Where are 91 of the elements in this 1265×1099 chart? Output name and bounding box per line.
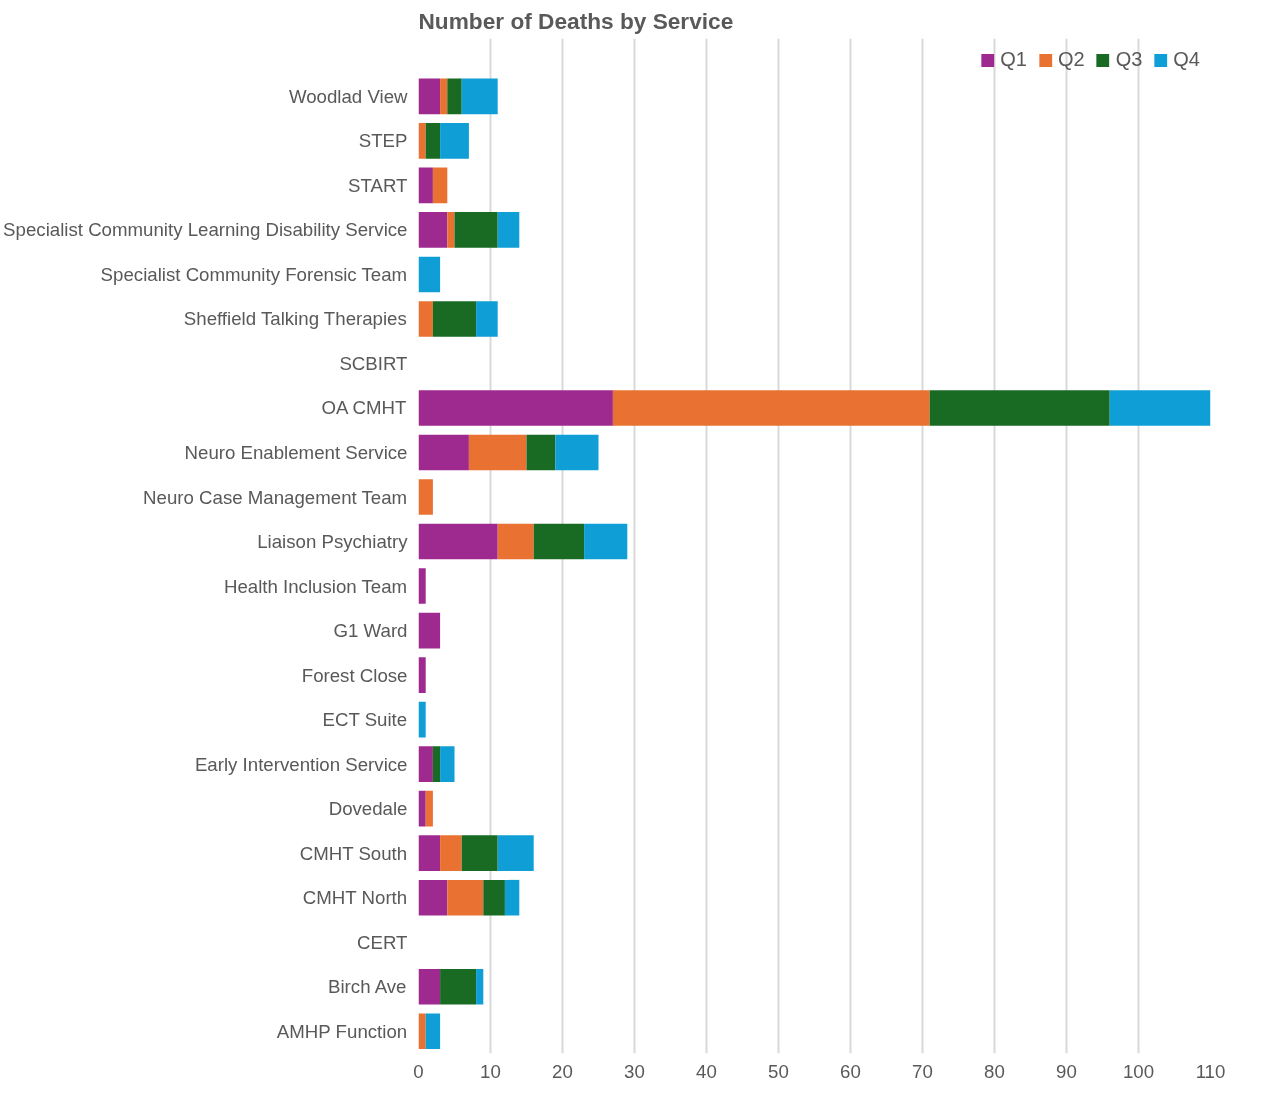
bar bbox=[432, 301, 477, 337]
bar bbox=[461, 835, 498, 871]
bar bbox=[432, 167, 448, 204]
bar bbox=[425, 123, 441, 159]
bar bbox=[1109, 390, 1211, 426]
y-tick-label: G1 Ward bbox=[333, 620, 408, 642]
x-tick-label: 20 bbox=[552, 1060, 573, 1082]
bar bbox=[418, 78, 441, 115]
x-tick-label: 50 bbox=[768, 1060, 789, 1082]
bar bbox=[418, 1013, 426, 1050]
bar bbox=[447, 879, 484, 916]
x-tick-label: 90 bbox=[1056, 1060, 1077, 1082]
bar bbox=[929, 390, 1110, 426]
bar bbox=[476, 301, 498, 337]
y-tick-label: Neuro Case Management Team bbox=[143, 486, 408, 508]
bar bbox=[432, 746, 441, 782]
bar bbox=[418, 434, 469, 471]
bar bbox=[533, 523, 585, 560]
bar bbox=[454, 212, 498, 248]
y-tick-label: CMHT South bbox=[299, 842, 408, 864]
bar bbox=[440, 968, 477, 1005]
bar bbox=[418, 790, 426, 827]
bar bbox=[418, 746, 433, 782]
legend-label: Q1 bbox=[1000, 48, 1027, 71]
y-tick-label: Liaison Psychiatry bbox=[257, 531, 409, 553]
y-tick-label: STEP bbox=[358, 130, 408, 152]
bar bbox=[418, 479, 433, 515]
y-tick-label: START bbox=[348, 174, 408, 196]
bar bbox=[418, 612, 441, 649]
x-tick-label: 110 bbox=[1195, 1060, 1226, 1082]
y-tick-label: Sheffield Talking Therapies bbox=[183, 308, 407, 330]
y-tick-label: Specialist Community Learning Disability Service bbox=[3, 219, 408, 241]
bar bbox=[612, 390, 930, 426]
bar bbox=[476, 968, 484, 1005]
y-tick-label: Health Inclusion Team bbox=[223, 575, 408, 597]
y-tick-label: Dovedale bbox=[328, 798, 408, 820]
x-tick-label: 0 bbox=[413, 1060, 424, 1082]
bar bbox=[504, 879, 520, 916]
y-tick-label: Neuro Enablement Service bbox=[184, 442, 408, 464]
y-tick-label: Early Intervention Service bbox=[194, 753, 408, 775]
x-tick-label: 100 bbox=[1122, 1060, 1155, 1082]
bar bbox=[418, 167, 433, 204]
y-tick-label: CERT bbox=[357, 931, 408, 953]
bar bbox=[418, 701, 426, 738]
y-tick-label: Woodlad View bbox=[288, 85, 409, 107]
bar bbox=[418, 390, 613, 426]
bar bbox=[425, 790, 433, 827]
legend-label: Q3 bbox=[1115, 48, 1143, 71]
bar bbox=[440, 78, 448, 115]
bar bbox=[440, 835, 462, 871]
bar bbox=[418, 523, 498, 560]
bar bbox=[555, 434, 599, 471]
y-tick-label: Specialist Community Forensic Team bbox=[100, 263, 408, 285]
bar bbox=[418, 968, 441, 1005]
bar bbox=[418, 256, 441, 293]
x-tick-label: 60 bbox=[840, 1060, 861, 1082]
y-tick-label: Birch Ave bbox=[328, 976, 407, 998]
bar bbox=[526, 434, 556, 471]
x-tick-label: 30 bbox=[624, 1060, 645, 1082]
y-tick-label: Forest Close bbox=[301, 664, 408, 686]
bar bbox=[497, 835, 534, 871]
bar bbox=[447, 78, 462, 115]
x-tick-label: 40 bbox=[696, 1060, 717, 1082]
bar bbox=[497, 523, 534, 560]
bar bbox=[584, 523, 628, 560]
y-tick-label: CMHT North bbox=[302, 887, 408, 909]
y-tick-label: AMHP Function bbox=[276, 1020, 408, 1042]
x-tick-label: 70 bbox=[912, 1060, 933, 1082]
legend-label: Q2 bbox=[1057, 48, 1085, 71]
legend-label: Q4 bbox=[1173, 48, 1200, 71]
bar bbox=[447, 212, 455, 248]
bar bbox=[468, 434, 527, 471]
bar bbox=[418, 657, 426, 693]
bar bbox=[418, 212, 448, 248]
bar bbox=[440, 746, 455, 782]
bar bbox=[418, 123, 426, 159]
bar bbox=[418, 301, 433, 337]
y-tick-label: OA CMHT bbox=[321, 397, 407, 419]
chart-title: Number of Deaths by Service bbox=[418, 7, 734, 34]
bar bbox=[418, 835, 441, 871]
bar bbox=[483, 879, 505, 916]
bar bbox=[440, 123, 469, 159]
bar bbox=[425, 1013, 441, 1050]
bar bbox=[418, 568, 426, 604]
x-tick-label: 80 bbox=[984, 1060, 1005, 1082]
bar bbox=[461, 78, 498, 115]
x-tick-label: 10 bbox=[480, 1060, 501, 1082]
bar bbox=[418, 879, 448, 916]
y-tick-label: ECT Suite bbox=[322, 709, 408, 731]
bar bbox=[497, 212, 520, 248]
y-tick-label: SCBIRT bbox=[339, 352, 408, 374]
